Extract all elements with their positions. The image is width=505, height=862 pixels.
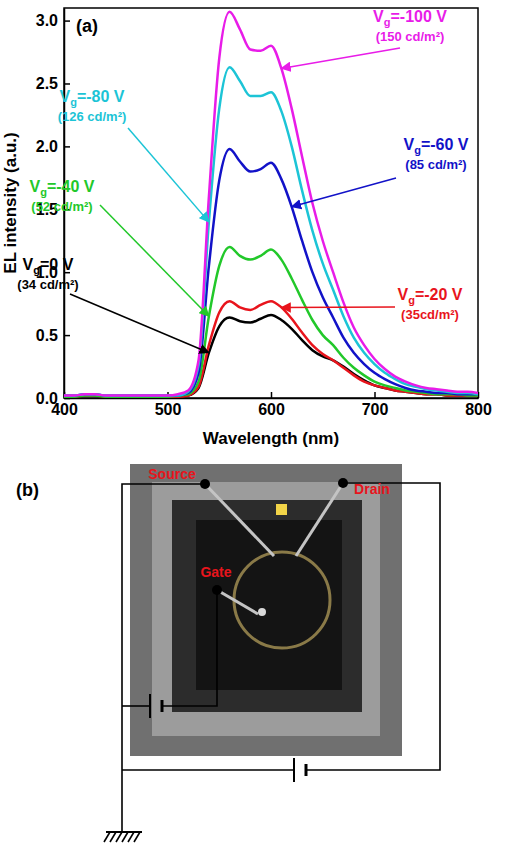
spot [258,608,266,616]
ground-hatch [134,832,140,842]
series-luminance: (34 cd/m²) [17,277,78,292]
terminal [200,479,210,489]
chamber-inner [172,500,362,712]
terminal [338,478,348,488]
device [276,504,287,515]
x-tick-label: 600 [258,401,285,418]
ground [106,831,142,833]
series-label: Vg=-40 V [30,178,95,198]
y-tick-mark [64,146,70,148]
y-tick: 3.0 [36,12,70,29]
series-luminance: (126 cd/m²) [58,109,127,124]
terminal-label: Source [148,466,196,482]
y-axis-title: EL intensity (a.u.) [1,132,20,273]
series-luminance: (52 cd/m²) [31,199,92,214]
panel-label: (a) [76,16,98,36]
x-tick: 700 [362,392,389,418]
y-tick-label: 2.5 [36,75,58,92]
y-tick: 0.5 [36,327,70,344]
ground-hatch [128,832,134,842]
stage-ring [234,552,330,648]
spectrum-line [64,12,478,396]
label-arrow [281,48,400,68]
chamber-frame [152,482,380,736]
ground-hatch [122,832,128,842]
spectrum-line [64,301,478,397]
label-arrow [128,128,209,222]
y-tick-label: 2.0 [36,138,58,155]
x-tick-mark [374,392,376,398]
y-tick-mark [64,335,70,337]
wire [306,483,440,770]
x-tick-mark [271,392,273,398]
x-tick-label: 800 [465,401,492,418]
label-arrow [100,205,209,316]
series-luminance: (35cd/m²) [401,307,459,322]
circuit [104,483,440,842]
y-tick-mark [64,83,70,85]
series-label: Vg=-60 V [404,136,469,156]
terminal-label: Gate [200,564,231,580]
x-tick-label: 500 [155,401,182,418]
probe-needle [217,590,258,614]
label-arrow [292,178,396,207]
y-tick: 0.0 [36,390,70,407]
ground-hatch [110,832,116,842]
panel-label: (b) [16,480,39,500]
series-luminance: (85 cd/m²) [405,157,466,172]
terminal [212,585,222,595]
spectrum-line [64,247,478,397]
ground-hatch [104,832,110,842]
x-tick: 600 [258,392,285,418]
ground-hatch [116,832,122,842]
probe-needle [296,483,343,556]
figure: 4005006007008000.00.51.01.52.02.53.0Wave… [0,0,505,862]
wire [122,769,294,771]
battery-plate [305,764,308,776]
battery-plate [161,700,164,712]
annotations: Vg=0 V(34 cd/m²) Vg=-20 V(35cd/m²) Vg=-40 … [17,8,469,353]
series-label: Vg=-100 V [373,8,447,28]
series-label: Vg=-20 V [398,286,463,306]
wire [122,484,205,832]
y-tick-label: 3.0 [36,12,58,29]
window [196,520,342,690]
photo [130,464,402,756]
x-axis-title: Wavelength (nm) [203,429,339,448]
wire [122,705,150,707]
y-tick-label: 0.0 [36,390,58,407]
x-tick-label: 700 [362,401,389,418]
battery-plate [293,758,295,782]
label-arrow [281,306,395,308]
y-tick-label: 0.5 [36,327,58,344]
panel-b: (b) Source Drain Gate [16,464,440,842]
series-label: Vg=0 V [23,256,74,276]
series-label: Vg=-80 V [60,88,125,108]
curves [64,12,478,397]
plot-frame [64,8,478,398]
battery-plate [149,694,151,718]
label-arrow [70,294,209,353]
spectrum-line [64,149,478,396]
series-luminance: (150 cd/m²) [376,29,445,44]
wire [162,590,217,706]
y-tick-mark [64,20,70,22]
y-tick: 2.0 [36,138,70,155]
terminal-label: Drain [354,481,390,497]
probe-needle [205,484,274,556]
